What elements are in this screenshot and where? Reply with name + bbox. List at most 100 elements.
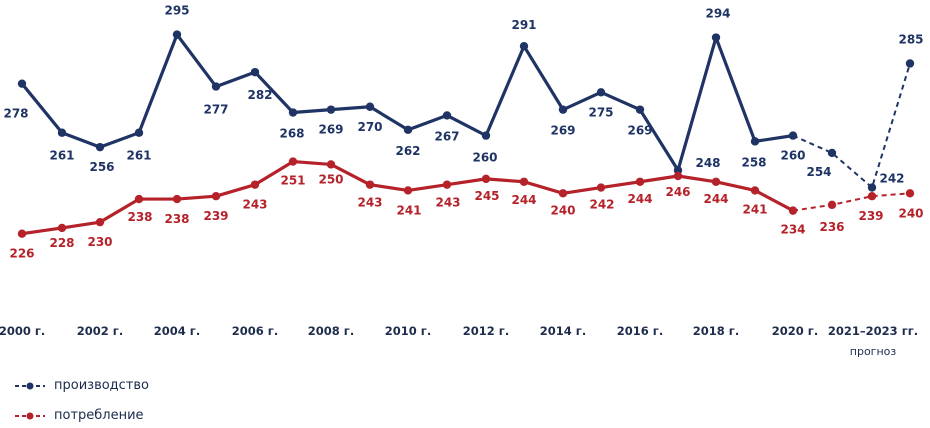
data-label-production-2012: 260 (472, 151, 497, 165)
point-production-2016 (635, 105, 645, 114)
data-label-consumption-2003: 238 (127, 210, 152, 224)
data-label-consumption-2002: 230 (87, 235, 112, 249)
data-label-production-2007: 268 (279, 127, 304, 141)
data-label-consumption-2006: 243 (242, 198, 267, 212)
data-label-consumption-2009: 243 (357, 196, 382, 210)
legend-item-production: производство (14, 378, 149, 393)
legend-marker-production (15, 382, 45, 389)
point-consumption-2023 (905, 189, 915, 198)
data-label-consumption-2007: 251 (280, 174, 305, 188)
point-consumption-2021 (827, 200, 837, 210)
point-consumption-2022 (867, 191, 877, 201)
point-production-2008 (326, 105, 336, 114)
point-production-2013 (519, 41, 529, 51)
point-production-2000 (17, 79, 27, 88)
point-production-2019 (750, 137, 760, 146)
data-label-production-2001: 261 (49, 149, 74, 163)
x-tick-label-7: 2014 г. (540, 324, 586, 338)
point-consumption-2002 (95, 217, 105, 227)
point-production-2009 (365, 102, 375, 111)
data-label-production-2018: 294 (705, 7, 730, 21)
point-consumption-2009 (365, 180, 375, 189)
legend-label-production: производство (54, 378, 150, 393)
point-production-2022 (867, 183, 877, 192)
point-consumption-2017 (673, 171, 683, 181)
point-consumption-2007 (288, 157, 298, 166)
x-tick-label-8: 2016 г. (617, 324, 663, 338)
series-forecast-line-production (792, 63, 911, 190)
data-label-consumption-2019: 241 (742, 202, 767, 216)
legend-item-consumption: потребление (14, 408, 144, 423)
point-consumption-2018 (711, 177, 721, 186)
data-label-consumption-2021: 236 (819, 220, 844, 234)
data-label-production-2023: 285 (898, 32, 923, 46)
data-label-consumption-2008: 250 (318, 172, 343, 186)
data-label-consumption-2022: 239 (858, 209, 883, 223)
data-label-production-2014: 269 (550, 124, 575, 138)
point-consumption-2008 (326, 160, 336, 169)
point-production-2011 (442, 111, 452, 120)
point-consumption-2001 (57, 223, 67, 233)
data-label-production-2020: 260 (780, 149, 805, 163)
data-label-production-2008: 269 (318, 123, 343, 137)
point-production-2023 (905, 59, 915, 68)
point-consumption-2013 (519, 177, 529, 186)
data-label-production-2017: 248 (695, 156, 720, 170)
point-consumption-2014 (558, 189, 568, 198)
data-label-production-2022: 242 (879, 172, 904, 186)
point-production-2012 (481, 131, 491, 140)
point-production-2018 (711, 33, 721, 42)
data-label-consumption-2001: 228 (49, 236, 74, 250)
data-label-consumption-2018: 244 (703, 192, 728, 206)
x-tick-label-11: 2021–2023 гг. (828, 324, 918, 338)
x-tick-label-2: 2004 г. (154, 324, 200, 338)
data-label-production-2005: 277 (203, 103, 228, 117)
point-consumption-2003 (134, 194, 144, 204)
data-label-production-2003: 261 (126, 149, 151, 163)
point-production-2014 (558, 105, 568, 114)
data-label-consumption-2013: 244 (511, 193, 536, 207)
point-consumption-2010 (403, 186, 413, 195)
data-label-consumption-2015: 242 (589, 198, 614, 212)
data-label-production-2009: 270 (357, 120, 382, 134)
data-label-production-2006: 282 (247, 88, 272, 102)
point-consumption-2000 (17, 229, 27, 238)
point-consumption-2005 (211, 191, 221, 201)
point-production-2002 (95, 142, 105, 152)
forecast-label: прогноз (850, 345, 897, 358)
data-label-production-2016: 269 (627, 124, 652, 138)
point-production-2010 (403, 125, 413, 135)
x-tick-label-6: 2012 г. (463, 324, 509, 338)
point-consumption-2016 (635, 177, 645, 186)
point-consumption-2006 (250, 180, 260, 189)
data-label-consumption-2000: 226 (9, 247, 34, 261)
data-label-consumption-2010: 241 (396, 203, 421, 217)
point-production-2020 (788, 131, 798, 140)
point-consumption-2004 (172, 194, 182, 204)
legend-marker-consumption (15, 412, 45, 419)
point-consumption-2015 (596, 183, 606, 192)
x-tick-label-0: 2000 г. (0, 324, 45, 338)
data-label-production-2015: 275 (588, 105, 613, 119)
point-production-2005 (211, 82, 221, 91)
point-production-2015 (596, 88, 606, 97)
point-production-2021 (827, 148, 837, 158)
data-label-consumption-2011: 243 (435, 196, 460, 210)
data-label-consumption-2017: 246 (665, 185, 690, 199)
point-production-2001 (57, 128, 67, 137)
data-label-consumption-2020: 234 (780, 223, 805, 237)
data-label-production-2021: 254 (806, 165, 831, 179)
x-tick-label-5: 2010 г. (385, 324, 431, 338)
point-consumption-2020 (788, 206, 798, 215)
point-consumption-2012 (481, 174, 491, 184)
data-label-consumption-2004: 238 (164, 212, 189, 226)
point-consumption-2011 (442, 180, 452, 189)
data-label-production-2002: 256 (89, 160, 114, 174)
point-consumption-2019 (750, 186, 760, 195)
data-label-consumption-2016: 244 (627, 192, 652, 206)
x-tick-label-3: 2006 г. (232, 324, 278, 338)
point-production-2007 (288, 108, 298, 117)
x-tick-label-4: 2008 г. (308, 324, 354, 338)
x-tick-label-10: 2020 г. (772, 324, 818, 338)
